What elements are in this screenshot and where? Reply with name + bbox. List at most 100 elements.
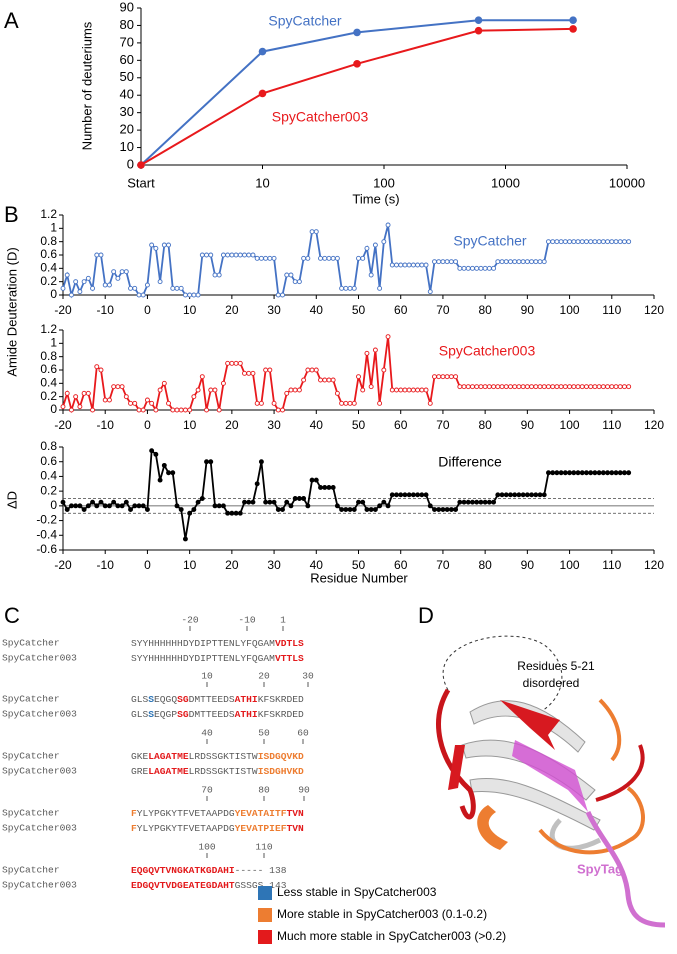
point [554,470,560,476]
ruler-label: 1 [280,615,286,626]
ruler-label: 110 [255,842,273,853]
y-tick-label: 0 [50,402,57,416]
residue-segment: LAGATME [148,766,189,777]
point [292,387,298,393]
point [567,470,573,476]
legend-swatch [258,886,272,900]
point [486,499,492,505]
point [334,503,340,509]
point [280,407,285,413]
point [562,384,568,390]
point [132,285,138,291]
point [368,507,374,512]
point [111,269,117,275]
x-tick-label: 100 [560,418,580,432]
point [94,364,100,370]
point [102,282,108,288]
point [128,400,133,406]
point [199,252,205,258]
x-tick-label: 70 [436,558,450,572]
x-tick-label: 120 [644,303,664,317]
x-tick-label: 100 [560,303,580,317]
point [128,285,133,291]
y-tick-label: 0.6 [40,362,57,376]
point [90,499,96,505]
point [550,239,556,245]
point [166,400,171,406]
point [178,407,184,413]
point [482,384,488,390]
x-tick-label: 110 [602,558,621,572]
y-tick-label: -0.4 [36,527,57,541]
point [187,292,193,298]
point [600,384,606,390]
point [609,239,615,245]
y-tick-label: 0 [50,498,57,512]
residue-segment: DMTTEEDS [189,709,235,720]
point [444,374,450,380]
series-label: Difference [438,454,502,470]
point [233,360,239,366]
ribbon [538,786,645,855]
point [486,384,492,390]
point [301,255,307,261]
x-tick-label: 80 [478,303,492,317]
point [195,387,201,393]
point [263,255,269,261]
point [377,285,383,291]
point [524,492,530,498]
x-tick-label: 50 [352,303,366,317]
y-tick-label: 0 [50,287,57,301]
point [605,470,611,476]
point [115,503,121,509]
point [423,262,429,268]
point [524,259,530,265]
point [360,499,366,505]
point [242,499,247,505]
point [410,492,416,498]
point [318,485,323,490]
point [596,384,602,390]
point [571,384,577,390]
sequence-name: SpyCatcher [2,865,60,876]
point [149,400,155,406]
residue-segment: GSSGS 143 [235,880,287,891]
point [415,387,421,393]
point [347,285,353,291]
point [592,384,598,390]
point [520,384,526,390]
point [461,499,467,505]
point [381,499,387,505]
point [288,387,294,393]
point [600,470,606,476]
sequence: SYYHHHHHHDYDIPTTENLYFQGAMVTTLS [131,653,304,664]
point [546,239,551,245]
ribbon [595,744,645,802]
point [220,252,226,258]
point [491,265,497,271]
ribbon [477,805,508,850]
point [123,499,129,505]
point [465,499,471,505]
point [220,503,226,509]
point [170,470,176,476]
point [537,259,543,265]
series-label: SpyCatcher [268,13,341,29]
point [353,60,361,68]
point [415,262,421,268]
point [309,367,315,373]
y-tick-label: 60 [120,52,134,67]
point [128,507,133,512]
sequence: GLSSEQGQSGDMTTEEDSATHIKFSKRDED [131,694,304,705]
sequence-name: SpyCatcher003 [2,766,77,777]
point [508,384,513,390]
point [550,470,556,476]
point [503,492,509,498]
point [339,507,345,512]
point [569,25,577,33]
y-tick-label: 90 [120,0,134,14]
point [199,496,205,501]
point [516,259,522,265]
point [351,400,357,406]
